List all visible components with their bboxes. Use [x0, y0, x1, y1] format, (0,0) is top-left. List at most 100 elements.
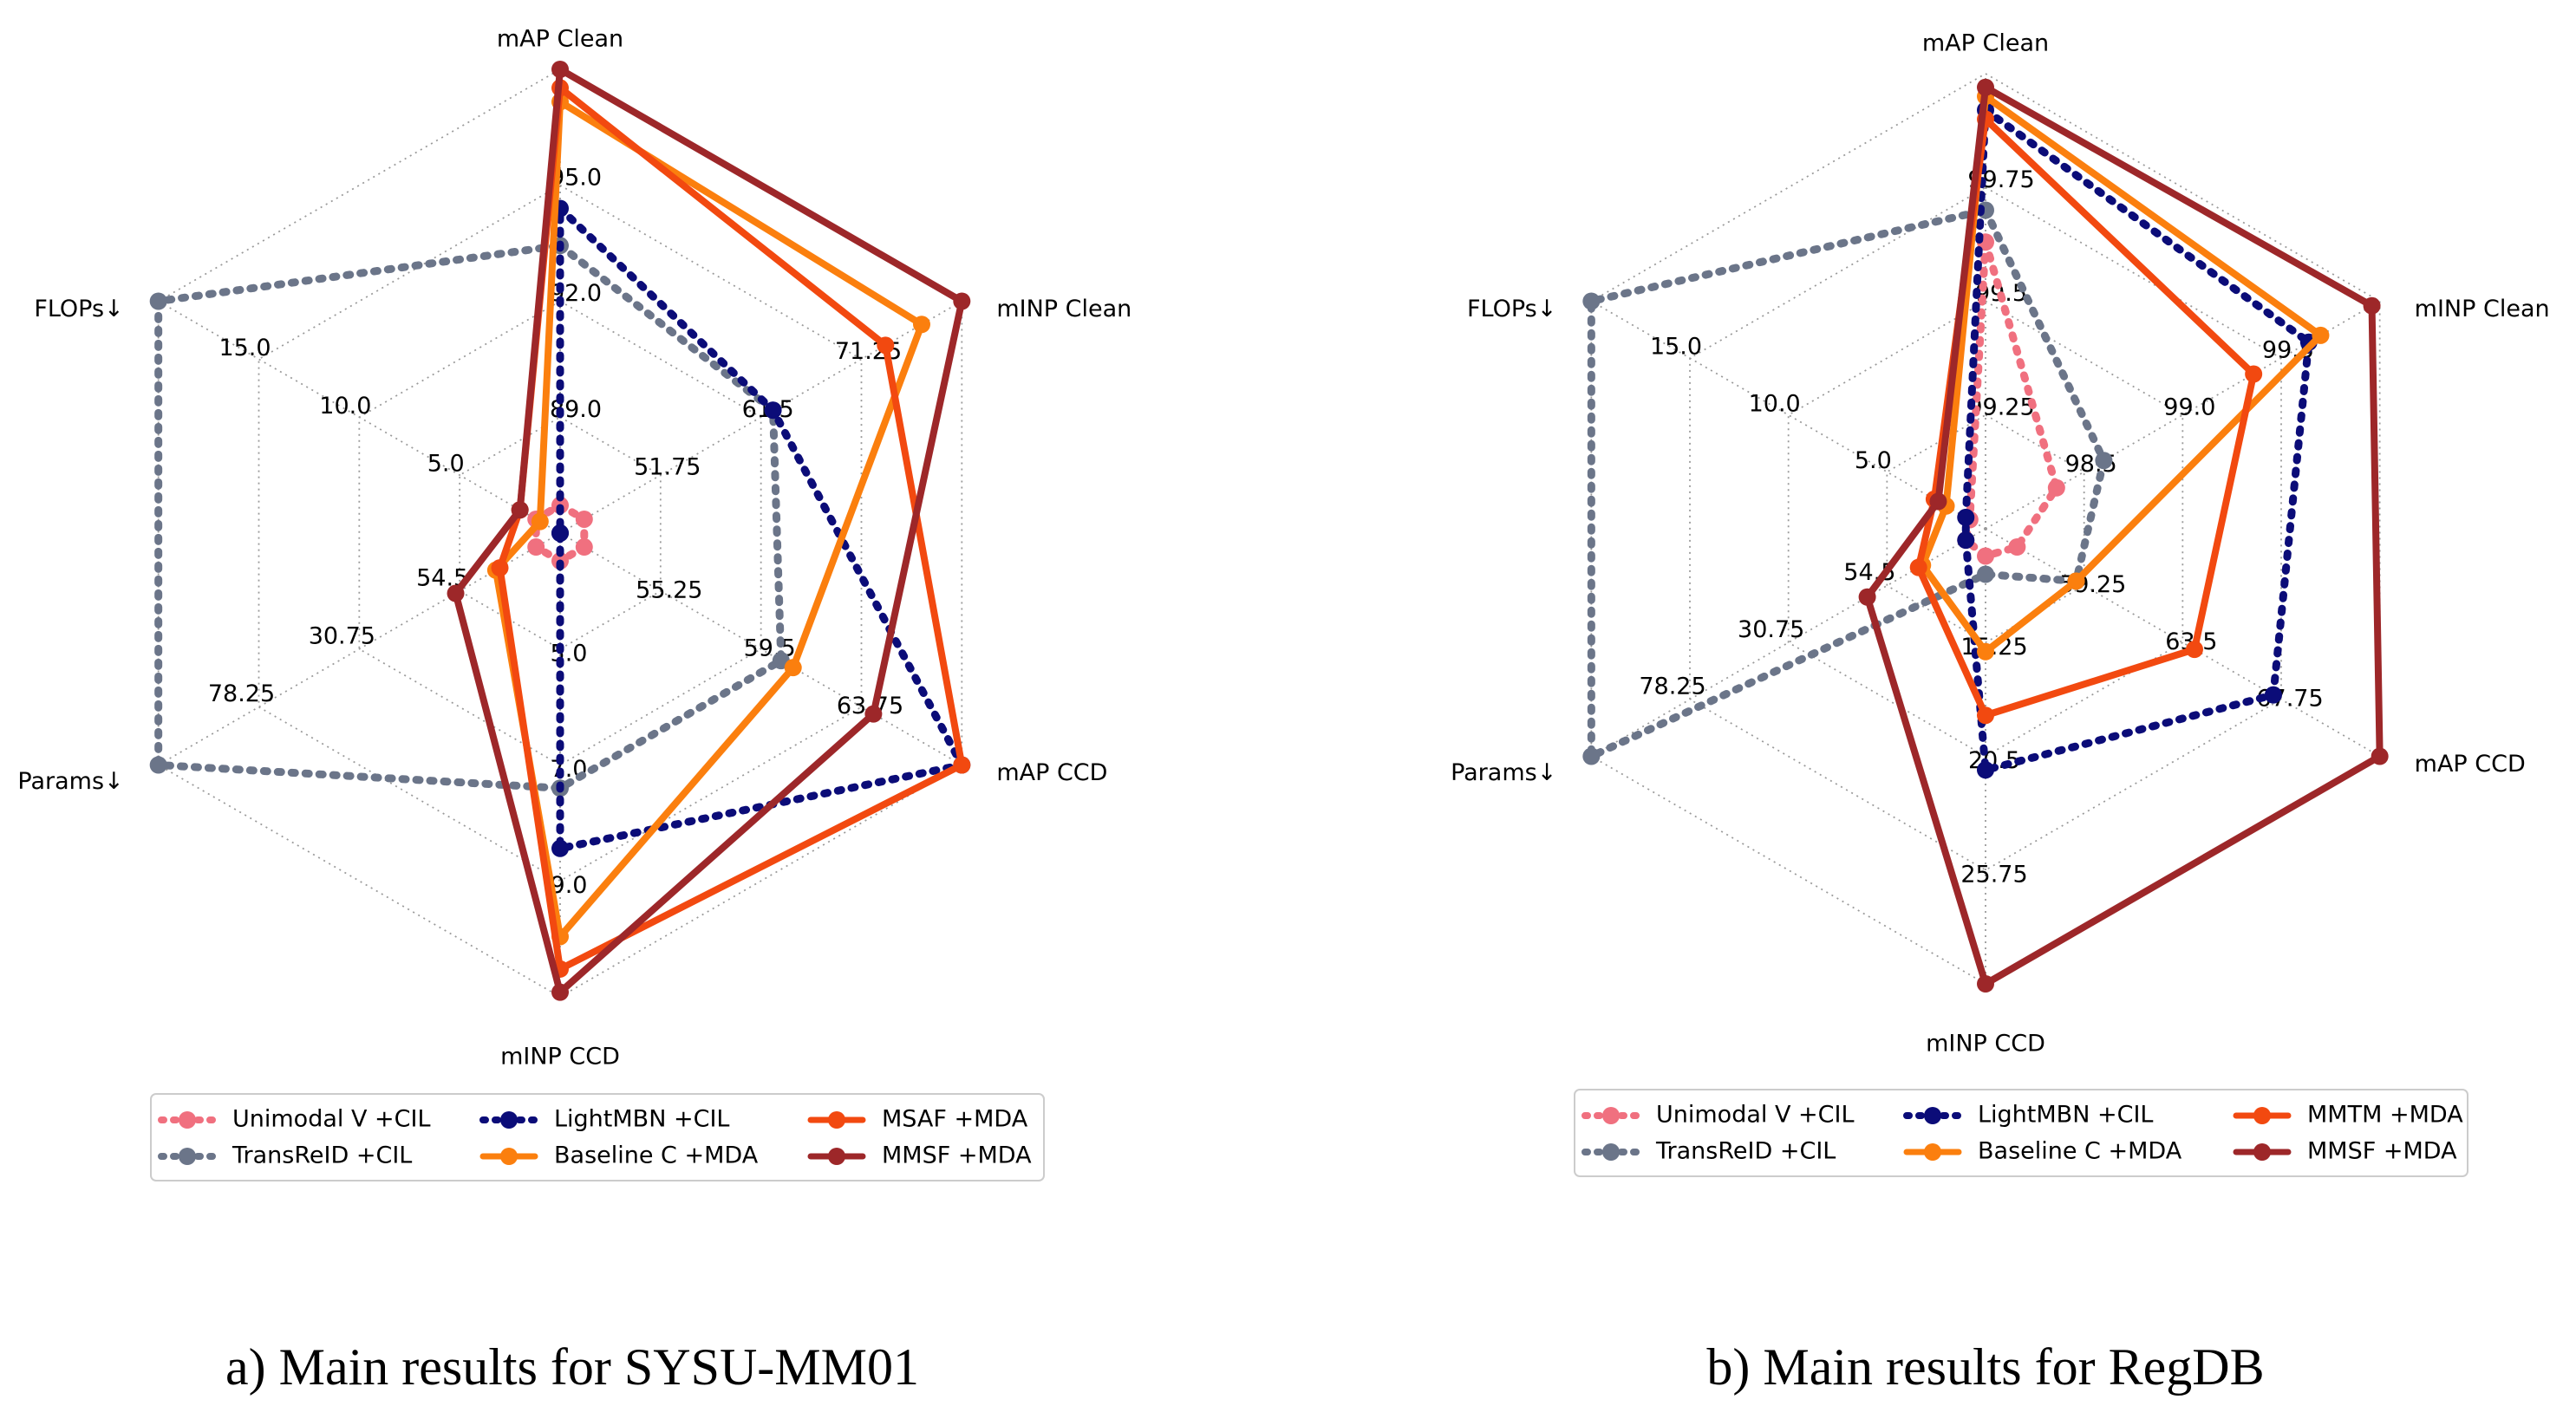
data-point-baseline-c-mda-flops: [531, 512, 549, 531]
axis-label-map-clean: mAP Clean: [497, 26, 623, 53]
tick-label-flops-3: 15.0: [1650, 334, 1702, 361]
data-point-mmsf-mda-map-clean: [551, 61, 569, 78]
tick-label-params-3: 78.25: [208, 680, 275, 707]
figure-caption: b) Main results for RegDB: [1706, 1338, 2264, 1396]
data-point-lightmbn-cil-params: [1957, 531, 1975, 550]
tick-label-minp-ccd-3: 9.0: [551, 872, 588, 899]
legend-marker-lightmbn-cil: [500, 1111, 518, 1129]
data-point-transreid-cil-params: [1582, 747, 1601, 765]
axis-label-params: Params↓: [1451, 759, 1556, 786]
legend-label-lightmbn-cil: LightMBN +CIL: [1978, 1102, 2153, 1129]
data-point-lightmbn-cil-minp-ccd: [1977, 761, 1994, 779]
data-point-transreid-cil-params: [149, 756, 167, 774]
legend-marker-mmsf-mda: [2253, 1143, 2271, 1161]
legend-label-transreid-cil: TransReID +CIL: [1655, 1138, 1836, 1165]
axis-label-map-clean: mAP Clean: [1922, 30, 2049, 57]
data-point-mmtm-mda-map-ccd: [2185, 641, 2203, 659]
axis-label-minp-ccd: mINP CCD: [1926, 1031, 2045, 1058]
data-point-baseline-c-mda-minp-clean: [2312, 326, 2330, 344]
data-point-unimodal-v-cil-map-ccd: [2008, 538, 2026, 556]
data-point-mmsf-mda-minp-ccd: [551, 983, 569, 1001]
data-point-unimodal-v-cil-minp-ccd: [1977, 547, 1994, 565]
tick-label-minp-clean-1: 51.75: [634, 454, 701, 481]
axis-label-minp-clean: mINP Clean: [996, 296, 1131, 322]
legend-marker-unimodal-v-cil: [1602, 1107, 1620, 1124]
spoke-minp-clean: [559, 300, 962, 534]
data-point-mmsf-mda-map-clean: [1977, 78, 1994, 96]
data-point-transreid-cil-flops: [149, 292, 167, 310]
legend-marker-lightmbn-cil: [1924, 1107, 1941, 1124]
data-point-unimodal-v-cil-params: [527, 538, 545, 557]
legend-label-unimodal-v-cil: Unimodal V +CIL: [1656, 1102, 1855, 1129]
data-point-msaf-mda-params: [491, 559, 509, 577]
data-point-mmtm-mda-params: [1909, 558, 1927, 576]
legend-label-lightmbn-cil: LightMBN +CIL: [554, 1106, 729, 1133]
data-point-transreid-cil-minp-ccd: [1977, 565, 1994, 583]
legend: Unimodal V +CIL TransReID +CIL LightMBN +C…: [1574, 1089, 2468, 1177]
tick-label-minp-ccd-1: 5.0: [551, 640, 588, 667]
legend-label-transreid-cil: TransReID +CIL: [232, 1142, 412, 1169]
data-point-mmsf-mda-flops: [1929, 492, 1947, 511]
axis-label-minp-clean: mINP Clean: [2415, 296, 2550, 322]
figure-caption: a) Main results for SYSU-MM01: [225, 1338, 919, 1396]
legend-marker-baseline-c-mda: [1924, 1143, 1941, 1161]
spoke-flops: [158, 300, 561, 534]
legend-marker-unimodal-v-cil: [179, 1111, 196, 1129]
axis-label-map-ccd: mAP CCD: [2415, 751, 2526, 778]
tick-label-flops-2: 10.0: [1749, 390, 1801, 417]
legend-marker-transreid-cil: [1602, 1143, 1620, 1161]
data-point-mmsf-mda-minp-clean: [2363, 296, 2381, 315]
legend-marker-mmsf-mda: [828, 1148, 845, 1165]
tick-label-params-2: 30.75: [309, 622, 375, 649]
legend: Unimodal V +CIL TransReID +CIL LightMBN +C…: [150, 1093, 1045, 1181]
tick-label-flops-3: 15.0: [218, 335, 271, 361]
data-point-mmtm-mda-minp-clean: [2245, 365, 2263, 383]
axis-label-map-ccd: mAP CCD: [996, 759, 1107, 786]
data-point-baseline-c-mda-map-ccd: [784, 659, 802, 677]
data-point-unimodal-v-cil-minp-clean: [2047, 478, 2065, 497]
data-point-transreid-cil-flops: [1582, 292, 1601, 310]
data-point-unimodal-v-cil-minp-clean: [575, 510, 593, 528]
legend-label-mmsf-mda: MMSF +MDA: [2307, 1138, 2457, 1165]
legend-marker-transreid-cil: [179, 1148, 196, 1165]
data-point-mmsf-mda-params: [1858, 588, 1876, 606]
axis-label-flops: FLOPs↓: [34, 296, 123, 322]
tick-label-params-3: 78.25: [1639, 673, 1705, 700]
data-point-unimodal-v-cil-map-ccd: [575, 538, 593, 557]
grid-ring-1: [1886, 413, 2085, 644]
legend-label-baseline-c-mda: Baseline C +MDA: [1978, 1138, 2182, 1165]
data-point-baseline-c-mda-minp-clean: [912, 316, 930, 334]
data-point-lightmbn-cil-flops: [551, 524, 569, 542]
spoke-map-ccd: [559, 532, 962, 766]
axis-label-params: Params↓: [17, 768, 123, 795]
data-point-mmsf-mda-minp-ccd: [1977, 975, 1994, 993]
data-point-mmsf-mda-minp-clean: [953, 292, 971, 310]
legend-label-msaf-mda: MSAF +MDA: [882, 1106, 1028, 1133]
tick-label-map-ccd-1: 55.25: [636, 576, 702, 603]
data-point-mmsf-mda-map-ccd: [864, 705, 883, 723]
tick-label-flops-1: 5.0: [1855, 447, 1892, 474]
data-point-lightmbn-cil-minp-ccd: [551, 839, 569, 857]
legend-label-baseline-c-mda: Baseline C +MDA: [554, 1142, 759, 1169]
data-point-baseline-c-mda-minp-ccd: [1977, 642, 1994, 661]
series-line-lightmbn-cil: [556, 205, 966, 853]
data-point-mmsf-mda-map-ccd: [2371, 747, 2389, 765]
tick-label-minp-ccd-3: 25.75: [1960, 861, 2027, 888]
data-point-mmtm-mda-minp-ccd: [1977, 706, 1994, 725]
radar-chart-sysu: 89.092.095.051.7561.571.2555.2559.563.75…: [17, 26, 1131, 1396]
radar-chart-regdb: 99.2599.599.7598.599.099.559.2563.567.75…: [1451, 30, 2550, 1396]
axis-label-flops: FLOPs↓: [1467, 296, 1556, 322]
data-point-lightmbn-cil-flops: [1957, 508, 1975, 526]
tick-label-minp-clean-2: 99.0: [2163, 394, 2215, 420]
spoke-params: [158, 532, 561, 766]
data-point-baseline-c-mda-map-ccd: [2067, 572, 2085, 590]
tick-label-params-2: 30.75: [1738, 616, 1804, 643]
legend-label-unimodal-v-cil: Unimodal V +CIL: [232, 1106, 431, 1133]
data-point-msaf-mda-minp-clean: [877, 336, 895, 355]
data-point-msaf-mda-map-ccd: [953, 756, 971, 774]
legend-label-mmtm-mda: MMTM +MDA: [2307, 1102, 2463, 1129]
data-point-lightmbn-cil-minp-clean: [764, 401, 782, 420]
legend-label-mmsf-mda: MMSF +MDA: [882, 1142, 1032, 1169]
legend-marker-baseline-c-mda: [500, 1148, 518, 1165]
